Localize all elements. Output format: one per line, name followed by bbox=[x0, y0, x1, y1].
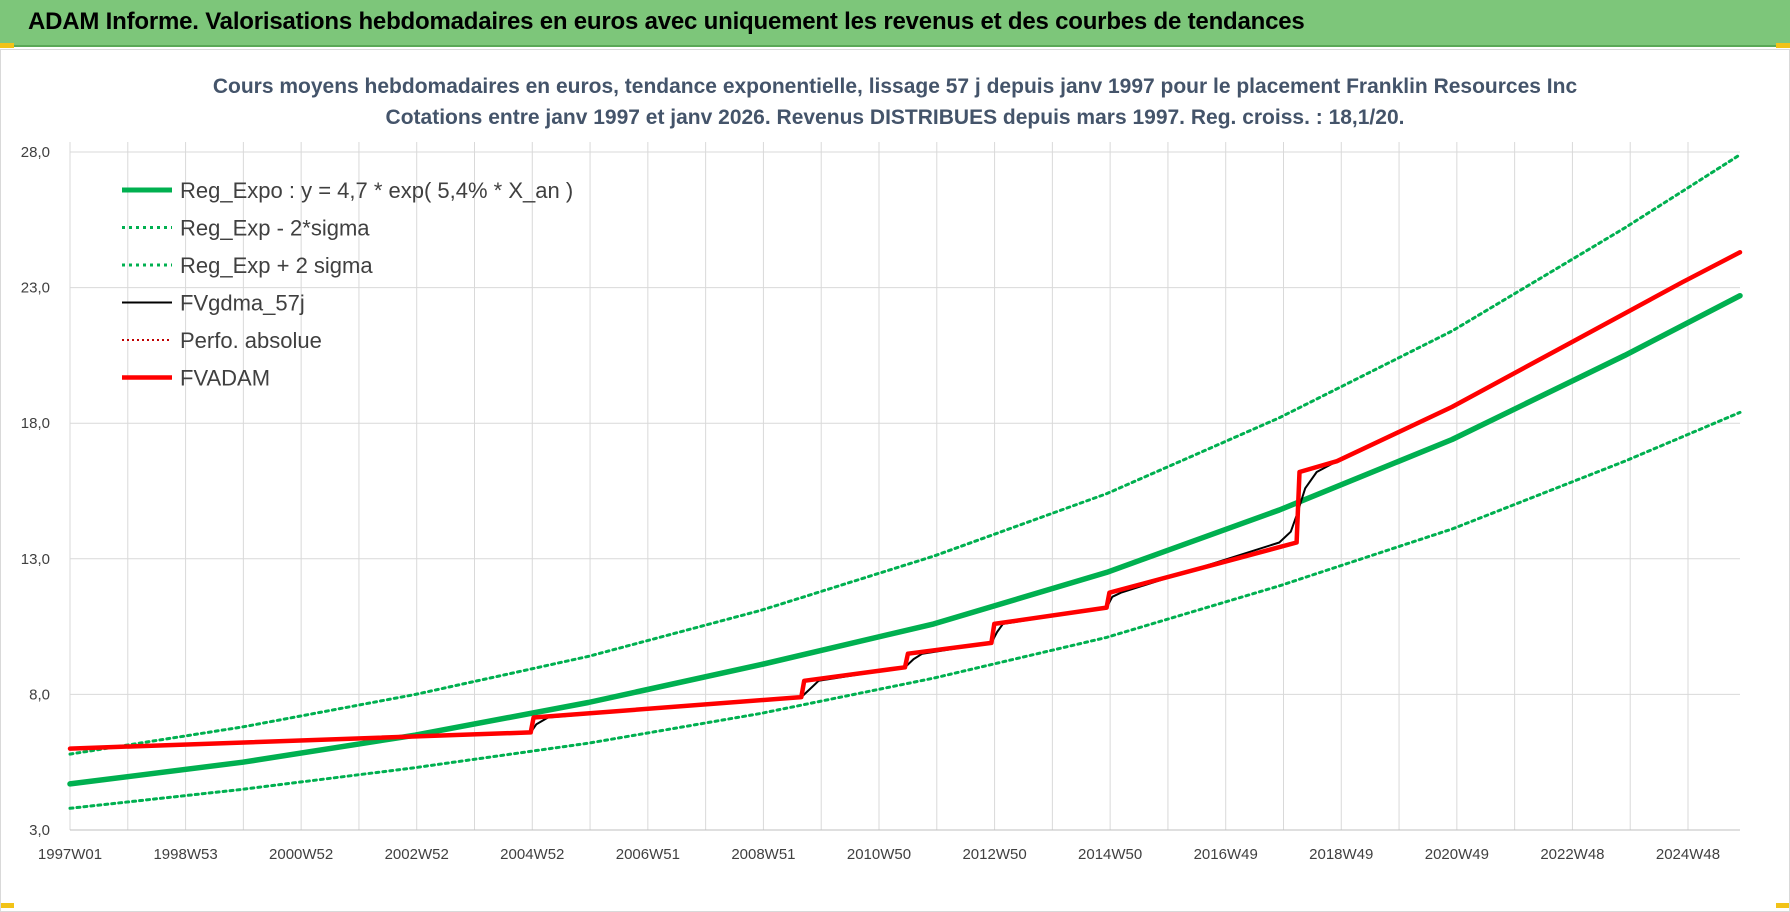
report-title: ADAM Informe. Valorisations hebdomadaire… bbox=[28, 8, 1305, 35]
y-tick-label: 23,0 bbox=[21, 280, 50, 297]
series-line-2 bbox=[68, 153, 1742, 756]
corner-marker-top-left bbox=[0, 43, 14, 48]
report-header: ADAM Informe. Valorisations hebdomadaire… bbox=[0, 0, 1790, 47]
x-tick-label: 1998W53 bbox=[153, 846, 217, 863]
corner-marker-bottom-left bbox=[0, 903, 14, 908]
x-tick-label: 2010W50 bbox=[847, 846, 911, 863]
y-tick-label: 28,0 bbox=[21, 144, 50, 161]
x-tick-label: 2002W52 bbox=[385, 846, 449, 863]
legend: Reg_Expo : y = 4,7 * exp( 5,4% * X_an ) R… bbox=[122, 178, 573, 391]
legend-label: Perfo. absolue bbox=[180, 328, 322, 353]
series-line-5 bbox=[67, 250, 1743, 751]
y-tick-label: 13,0 bbox=[21, 551, 50, 568]
y-tick-label: 18,0 bbox=[21, 415, 50, 432]
x-tick-label: 2000W52 bbox=[269, 846, 333, 863]
grid-layer bbox=[69, 142, 1740, 831]
x-tick-label: 2008W51 bbox=[731, 846, 795, 863]
x-tick-label: 2018W49 bbox=[1309, 846, 1373, 863]
x-tick-label: 2024W48 bbox=[1656, 846, 1720, 863]
chart-title: Cours moyens hebdomadaires en euros, ten… bbox=[213, 75, 1578, 98]
x-tick-label: 2006W51 bbox=[616, 846, 680, 863]
legend-label: Reg_Exp + 2 sigma bbox=[180, 253, 373, 278]
legend-label: FVgdma_57j bbox=[180, 291, 305, 316]
x-tick-label: 2020W49 bbox=[1425, 846, 1489, 863]
x-tick-label: 2014W50 bbox=[1078, 846, 1142, 863]
x-tick-label: 1997W01 bbox=[38, 846, 102, 863]
legend-label: Reg_Expo : y = 4,7 * exp( 5,4% * X_an ) bbox=[180, 178, 573, 203]
series-line-0 bbox=[67, 292, 1743, 787]
legend-label: FVADAM bbox=[180, 366, 270, 391]
x-tick-label: 2004W52 bbox=[500, 846, 564, 863]
corner-marker-top-right bbox=[1776, 43, 1790, 48]
axis-layer: 3,0 8,0 13,0 18,0 23,0 28,0 1997W01 1998W53 2000… bbox=[21, 144, 1740, 863]
y-tick-label: 3,0 bbox=[29, 822, 50, 839]
x-tick-label: 2012W50 bbox=[962, 846, 1026, 863]
corner-marker-bottom-right bbox=[1776, 903, 1790, 908]
y-tick-label: 8,0 bbox=[29, 686, 50, 703]
series-line-3 bbox=[69, 251, 1741, 750]
series-line-4 bbox=[69, 251, 1741, 750]
chart-subtitle: Cotations entre janv 1997 et janv 2026. … bbox=[386, 106, 1405, 129]
series-layer bbox=[67, 153, 1743, 810]
series-line-1 bbox=[68, 410, 1742, 810]
x-tick-label: 2022W48 bbox=[1540, 846, 1604, 863]
x-tick-label: 2016W49 bbox=[1194, 846, 1258, 863]
legend-label: Reg_Exp - 2*sigma bbox=[180, 216, 370, 241]
